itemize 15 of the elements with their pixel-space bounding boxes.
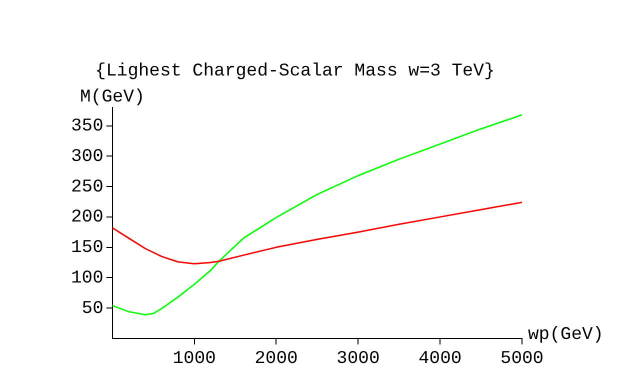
y-tick-label: 50	[82, 298, 104, 319]
x-tick-label: 3000	[336, 348, 380, 369]
chart-title: {Lighest Charged-Scalar Mass w=3 TeV}	[95, 62, 495, 82]
y-tick-label: 200	[71, 208, 104, 228]
x-tick-label: 4000	[418, 348, 462, 369]
x-tick-label: 1000	[172, 348, 216, 369]
x-tick-label: 2000	[254, 348, 298, 369]
x-axis-title: wp(GeV)	[528, 325, 604, 346]
y-tick-label: 100	[71, 268, 104, 288]
y-axis-title: M(GeV)	[80, 87, 145, 108]
y-tick-label: 250	[71, 177, 104, 198]
x-tick-label: 5000	[500, 348, 544, 369]
y-tick-label: 350	[71, 116, 104, 137]
y-tick-label: 300	[71, 146, 104, 167]
y-tick-label: 150	[71, 238, 104, 258]
